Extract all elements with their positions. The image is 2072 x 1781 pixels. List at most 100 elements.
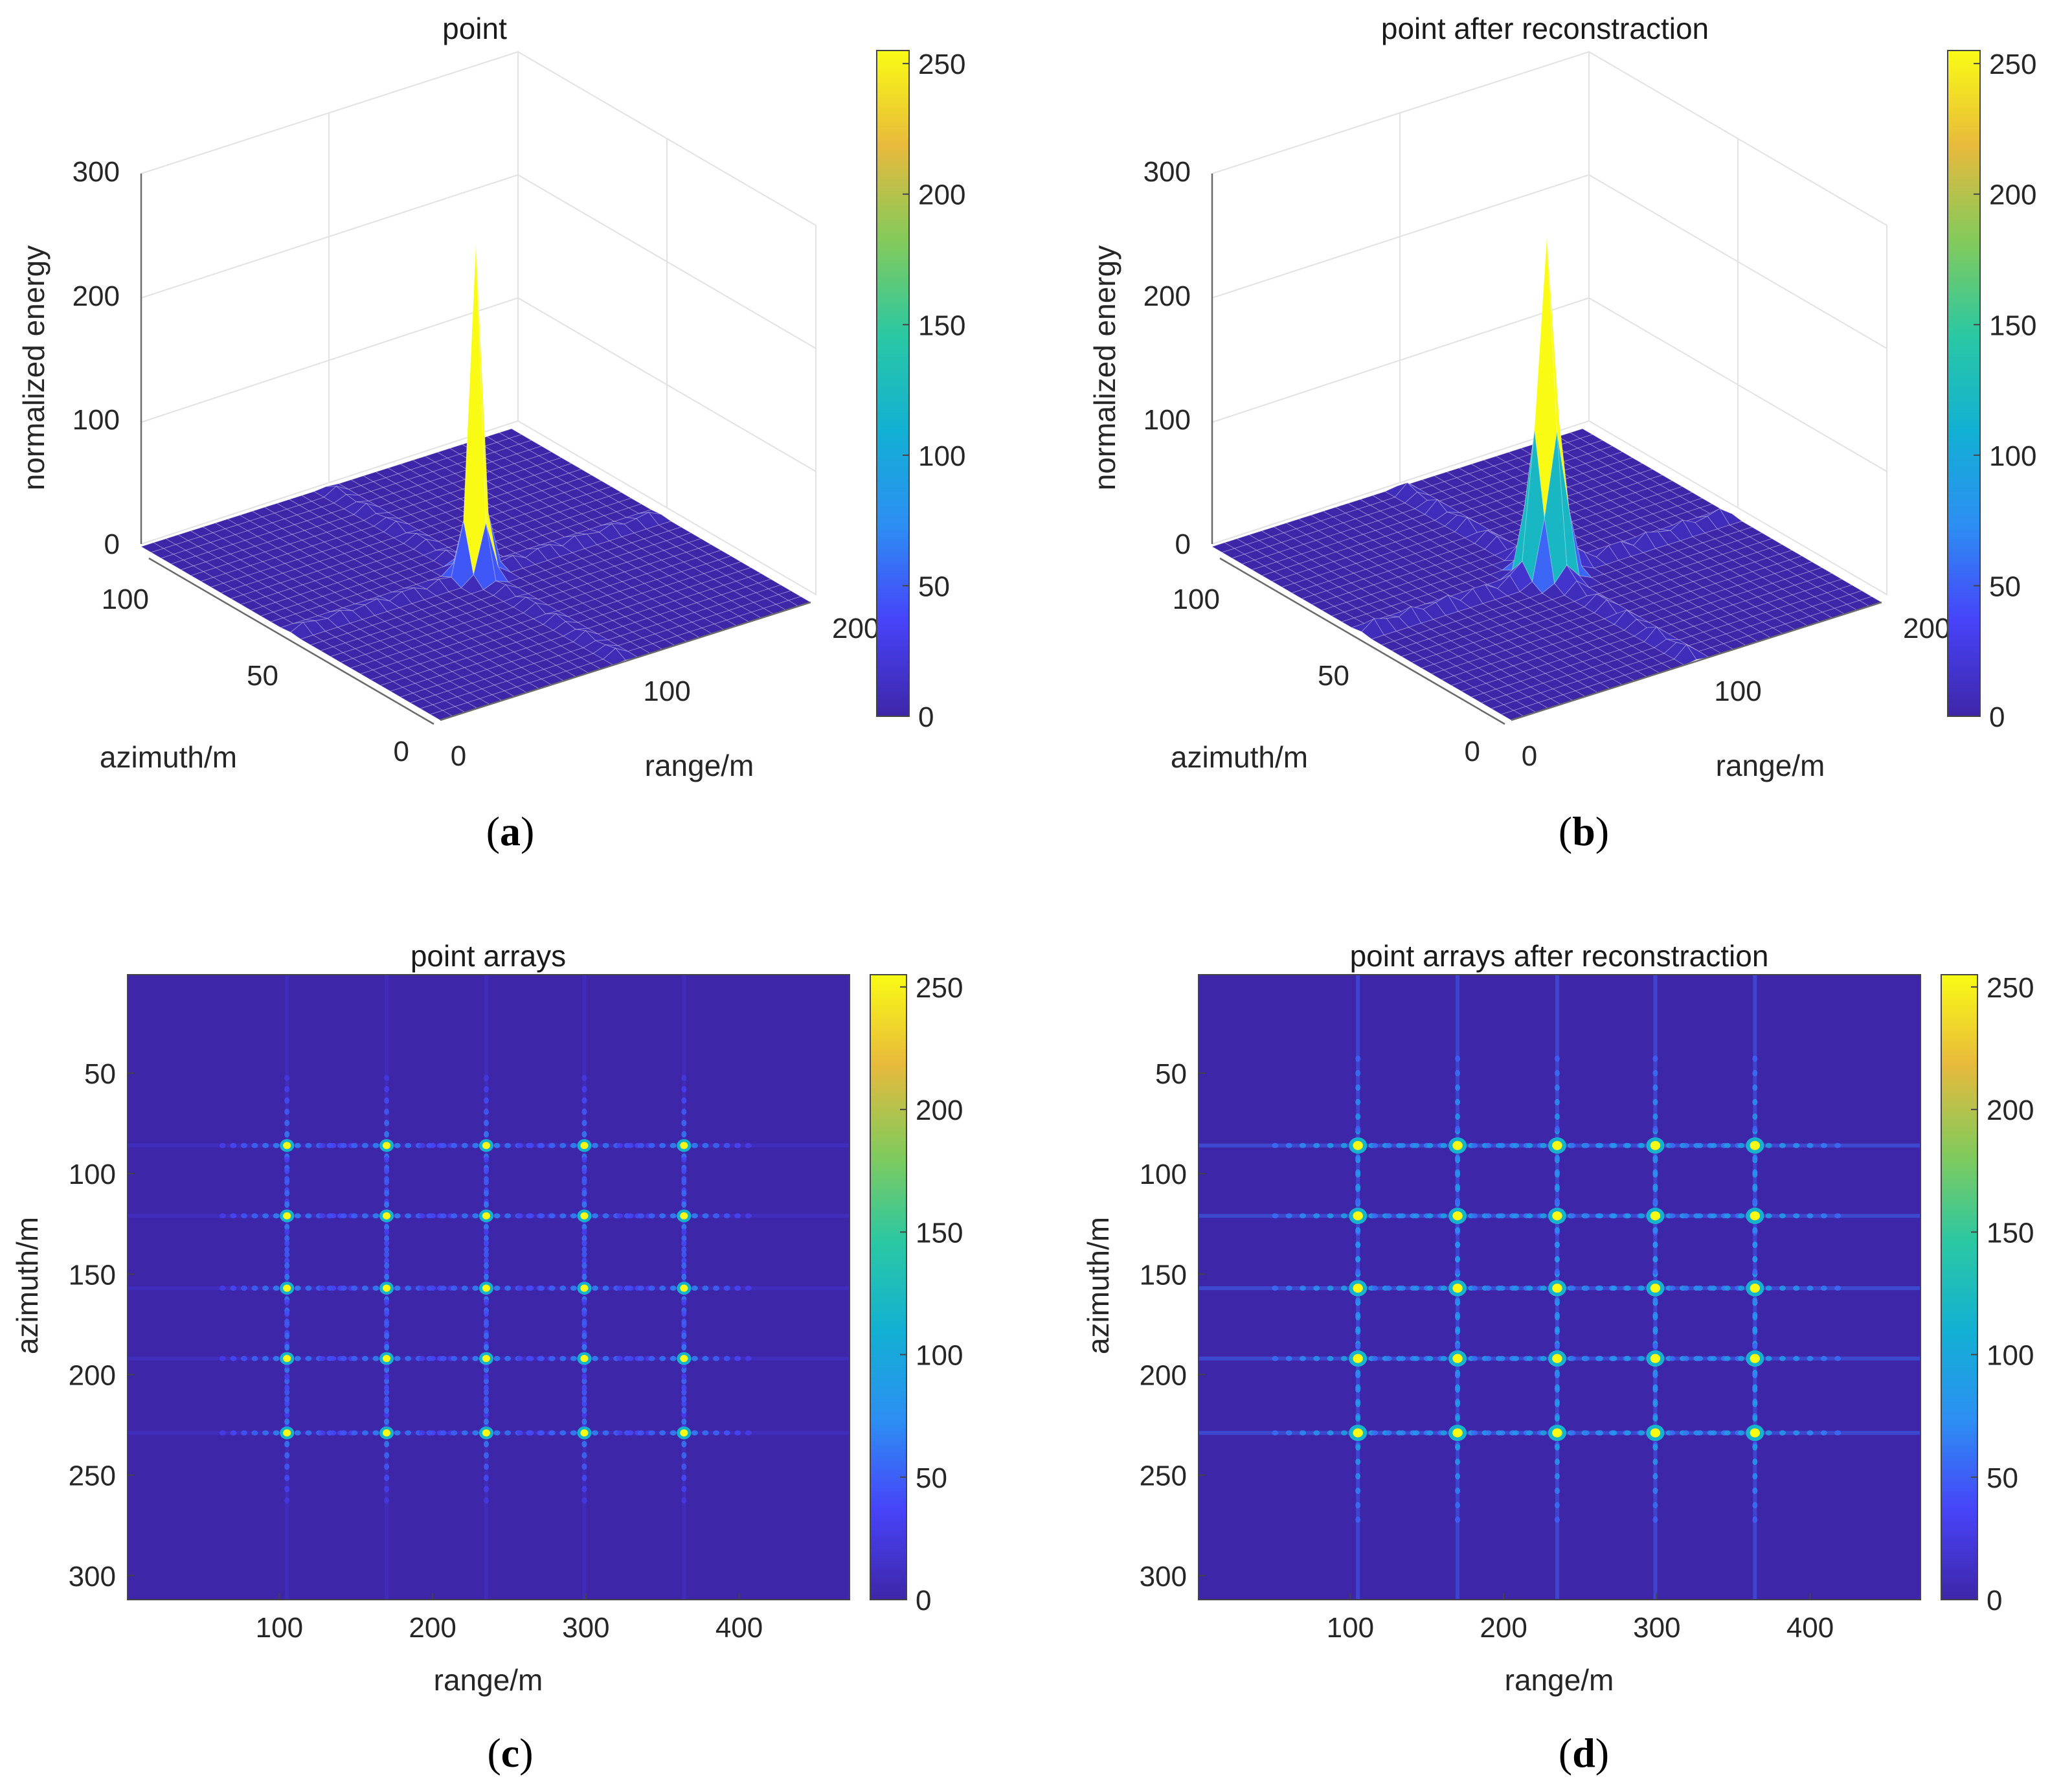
sidelobe-dot [483, 1273, 489, 1280]
sidelobe-dot [1807, 1286, 1814, 1291]
sidelobe-dot [483, 1474, 489, 1481]
surface-cell [588, 523, 612, 533]
sidelobe-dot [1471, 1356, 1478, 1361]
sidelobe-dot [681, 1246, 687, 1253]
surface-cell [269, 617, 294, 628]
surface-cell [280, 622, 304, 633]
sidelobe-dot [1413, 1356, 1420, 1361]
sidelobe-dot [1554, 1458, 1560, 1466]
sidelobe-dot [1426, 1142, 1434, 1148]
surface-cell [1290, 588, 1315, 599]
surface-cell [424, 451, 449, 462]
sidelobe-dot [384, 1474, 390, 1481]
y-tick-label: 100 [1140, 1159, 1187, 1190]
sidelobe-dot [340, 1286, 347, 1291]
sidelobe-dot [284, 1486, 290, 1493]
sidelobe-dot [284, 1418, 290, 1425]
sidelobe-dot [1752, 1516, 1758, 1523]
sidelobe-dot [627, 1430, 634, 1436]
sidelobe-dot [1834, 1142, 1841, 1148]
surface-cell [1490, 704, 1515, 715]
surface-cell [366, 595, 390, 602]
sidelobe-dot [1752, 1113, 1758, 1120]
sidelobe-dot [284, 1167, 290, 1174]
sidelobe-dot [1752, 1343, 1758, 1350]
colorbar-tick-label: 100 [1987, 1340, 2034, 1372]
surface-cell [539, 541, 563, 547]
sidelobe-dot [361, 1213, 368, 1219]
colorbar-tick-label: 0 [1987, 1585, 2002, 1617]
sidelobe-dot [581, 1257, 587, 1264]
sidelobe-dot [1669, 1430, 1676, 1436]
surface-cell [1500, 561, 1523, 581]
sidelobe-dot [1355, 1183, 1361, 1190]
sidelobe-dot [1752, 1256, 1758, 1263]
surface-cell [653, 540, 677, 551]
z-tick-label: 100 [1143, 404, 1191, 436]
sidelobe-dot [405, 1213, 412, 1219]
sidelobe-dot [681, 1097, 687, 1104]
sidelobe-dot [230, 1430, 237, 1436]
sidelobe-dot [1752, 1458, 1758, 1466]
sidelobe-dot [1752, 1372, 1758, 1379]
surface-cell [1211, 542, 1235, 553]
sidelobe-dot [384, 1156, 390, 1163]
sidelobe-dot [581, 1240, 587, 1247]
sidelobe-dot [1355, 1084, 1361, 1091]
sidelobe-dot [1455, 1458, 1461, 1466]
sidelobe-dot [1355, 1444, 1361, 1451]
surface-cell [503, 642, 527, 653]
sidelobe-dot [1426, 1430, 1434, 1436]
surface-cell [488, 513, 511, 573]
sidelobe-dot [440, 1142, 447, 1148]
sidelobe-dot [1285, 1142, 1292, 1148]
sidelobe-dot [273, 1430, 280, 1436]
sidelobe-dot [1554, 1183, 1560, 1190]
sidelobe-dot [1455, 1444, 1461, 1451]
sidelobe-dot [483, 1463, 489, 1470]
surface-cell [644, 579, 668, 590]
surface-cell [493, 584, 517, 602]
sidelobe-dot [1779, 1213, 1786, 1219]
sidelobe-dot [1652, 1343, 1658, 1350]
point-target [383, 1212, 391, 1219]
sidelobe-dot [1624, 1430, 1631, 1436]
sidelobe-dot [581, 1119, 587, 1126]
sidelobe-dot [251, 1213, 258, 1219]
surface-cell [321, 503, 345, 514]
surface-cell [332, 642, 356, 653]
point-target [1452, 1354, 1463, 1363]
point-target [680, 1284, 688, 1292]
sidelobe-dot [1327, 1430, 1334, 1436]
sidelobe-dot [581, 1131, 587, 1138]
sidelobe-dot [1340, 1142, 1347, 1148]
sidelobe-dot [1752, 1473, 1758, 1480]
sidelobe-dot [1399, 1142, 1406, 1148]
sidelobe-dot [1752, 1242, 1758, 1249]
sidelobe-dot [262, 1213, 269, 1219]
sidelobe-dot [1652, 1084, 1658, 1091]
sidelobe-dot [219, 1286, 226, 1291]
sidelobe-dot [394, 1286, 401, 1291]
sidelobe-dot [284, 1474, 290, 1481]
surface-cell [438, 576, 462, 593]
sidelobe-dot [1554, 1386, 1560, 1393]
sidelobe-dot [1652, 1154, 1658, 1161]
sidelobe-dot [384, 1246, 390, 1253]
sidelobe-dot [581, 1229, 587, 1236]
sidelobe-dot [384, 1262, 390, 1269]
sidelobe-dot [581, 1179, 587, 1186]
sidelobe-dot [284, 1108, 290, 1115]
sidelobe-dot [384, 1229, 390, 1236]
sidelobe-dot [340, 1142, 347, 1148]
sidelobe-dot [483, 1179, 489, 1186]
axis-lines [140, 174, 811, 725]
sidelobe-dot [1652, 1198, 1658, 1205]
surface-cell [510, 612, 534, 624]
sidelobe-dot [1526, 1142, 1533, 1148]
sidelobe-dot [1355, 1415, 1361, 1422]
sidelobe-dot [1652, 1098, 1658, 1106]
point-target [1353, 1140, 1363, 1150]
sidelobe-dot [405, 1430, 412, 1436]
sidelobe-dot [1569, 1356, 1576, 1361]
